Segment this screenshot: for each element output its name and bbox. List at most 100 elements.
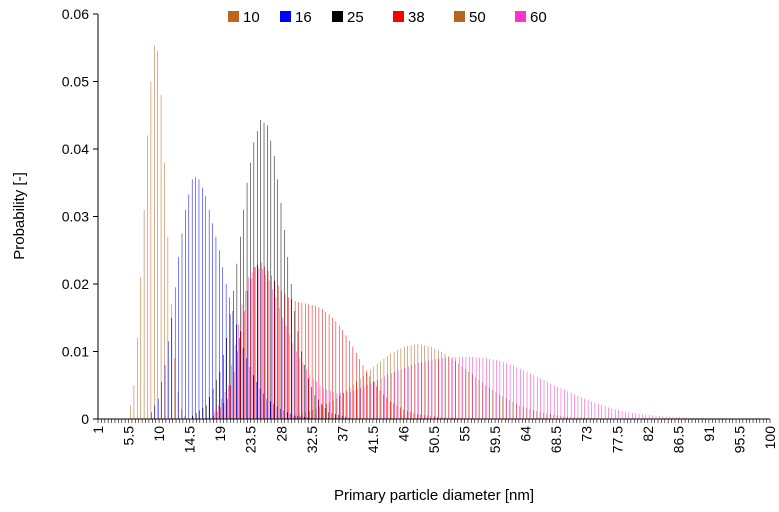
bar-25 — [290, 284, 292, 419]
series-25 — [192, 119, 350, 420]
bar-50 — [373, 366, 375, 419]
bar-60 — [513, 365, 514, 419]
bar-50 — [519, 405, 520, 419]
bar-50 — [563, 416, 565, 419]
bar-25 — [206, 405, 207, 419]
bar-38 — [318, 307, 320, 419]
bar-50 — [570, 417, 571, 419]
bar-25 — [233, 290, 234, 419]
bar-25 — [256, 131, 258, 420]
bar-38 — [406, 410, 408, 419]
bar-60 — [326, 389, 328, 419]
bar-60 — [581, 397, 582, 419]
bar-25 — [236, 263, 238, 419]
bar-60 — [503, 362, 504, 419]
bar-38 — [427, 415, 428, 419]
bar-60 — [699, 417, 701, 419]
bar-38 — [213, 415, 214, 420]
x-tick-label: 50.5 — [426, 426, 442, 453]
bar-50 — [475, 377, 476, 419]
bar-60 — [265, 274, 266, 419]
bar-60 — [299, 357, 300, 419]
bar-60 — [506, 363, 507, 419]
bar-16 — [283, 410, 285, 419]
bar-38 — [342, 329, 343, 419]
bar-16 — [242, 348, 244, 420]
bar-16 — [263, 393, 264, 419]
series-60 — [214, 267, 762, 420]
bar-25 — [314, 395, 316, 420]
bar-38 — [288, 297, 289, 419]
bar-16 — [212, 223, 213, 419]
bar-16 — [256, 381, 257, 420]
bar-16 — [269, 401, 271, 419]
bar-10 — [133, 385, 135, 419]
bar-50 — [471, 374, 473, 419]
bar-16 — [181, 233, 183, 419]
bar-38 — [345, 335, 347, 419]
bar-38 — [243, 311, 245, 419]
bar-60 — [411, 365, 412, 419]
bar-25 — [324, 408, 326, 419]
bar-50 — [437, 350, 439, 419]
bar-38 — [372, 381, 374, 419]
bar-60 — [509, 364, 511, 419]
bar-60 — [665, 416, 667, 419]
bar-50 — [543, 412, 544, 419]
bar-50 — [488, 387, 490, 419]
y-tick-label: 0.05 — [62, 74, 89, 90]
bar-60 — [577, 395, 579, 419]
bar-38 — [260, 262, 262, 419]
bar-50 — [468, 371, 470, 419]
x-tick-label: 77.5 — [609, 426, 625, 453]
bar-38 — [379, 390, 381, 419]
bar-38 — [267, 270, 269, 419]
bar-60 — [360, 387, 361, 419]
bar-50 — [533, 410, 534, 419]
bar-60 — [533, 375, 535, 420]
bar-25 — [243, 209, 244, 419]
bar-50 — [502, 396, 503, 419]
bar-60 — [309, 375, 311, 420]
bar-60 — [428, 360, 429, 419]
bar-60 — [241, 304, 243, 419]
bar-60 — [499, 360, 501, 419]
bar-60 — [374, 381, 375, 419]
bar-16 — [178, 257, 179, 419]
bars-layer — [130, 45, 762, 420]
legend-label: 16 — [295, 9, 312, 26]
bar-50 — [298, 414, 300, 419]
bar-25 — [226, 338, 227, 419]
bar-38 — [332, 317, 333, 419]
x-tick-label: 68.5 — [548, 426, 564, 453]
bar-50 — [329, 402, 330, 420]
bar-60 — [540, 378, 541, 419]
bar-60 — [516, 367, 518, 419]
bar-50 — [560, 415, 561, 419]
bar-50 — [573, 417, 575, 419]
y-axis-ticks: 0 0.01 0.02 0.03 0.04 0.05 0.06 — [62, 6, 98, 427]
bar-16 — [222, 267, 223, 420]
bar-38 — [294, 300, 296, 420]
legend-label: 38 — [408, 9, 425, 26]
bar-50 — [421, 344, 422, 419]
bar-38 — [281, 290, 282, 419]
bar-60 — [696, 417, 697, 419]
bar-25 — [195, 413, 197, 419]
bar-38 — [437, 416, 438, 419]
bar-60 — [618, 410, 619, 419]
legend-swatch — [515, 11, 526, 22]
bar-60 — [217, 405, 219, 419]
bar-50 — [583, 417, 585, 419]
bar-60 — [560, 388, 562, 419]
bar-50 — [509, 400, 510, 419]
bar-38 — [420, 414, 421, 419]
bar-60 — [448, 357, 450, 419]
bar-38 — [396, 405, 398, 419]
bar-50 — [359, 378, 361, 419]
bar-25 — [260, 119, 261, 419]
bar-50 — [478, 379, 480, 419]
bar-60 — [543, 380, 545, 419]
legend-item-25: 25 — [332, 9, 364, 26]
bar-50 — [482, 382, 483, 419]
